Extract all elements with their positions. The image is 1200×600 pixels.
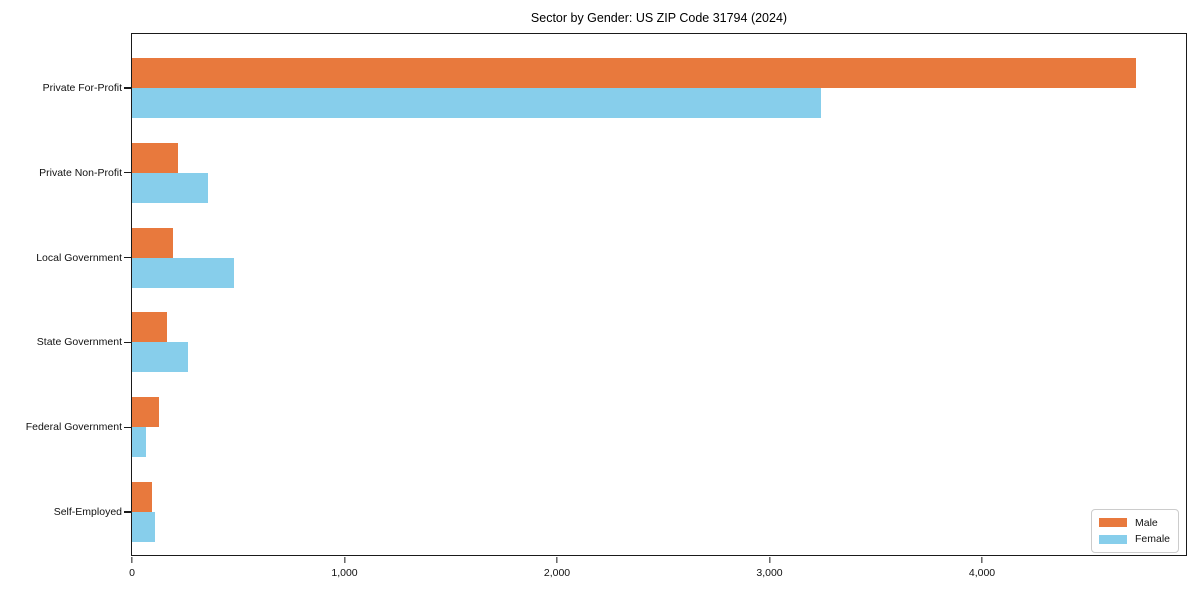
y-tick-label: Private Non-Profit — [39, 166, 122, 179]
x-tick — [768, 556, 771, 563]
y-tick — [124, 511, 131, 513]
bar-female-4 — [132, 427, 146, 458]
bar-female-3 — [132, 342, 189, 373]
bar-male-2 — [132, 227, 174, 258]
x-tick — [556, 556, 558, 563]
x-tick — [131, 556, 133, 563]
bar-female-2 — [132, 257, 234, 288]
y-tick — [124, 426, 131, 428]
y-tick — [124, 172, 131, 174]
y-tick-label: Self-Employed — [53, 506, 122, 518]
bar-female-1 — [132, 172, 209, 203]
legend-label: Female — [1135, 533, 1171, 546]
bar-female-0 — [132, 88, 821, 118]
legend-item-female: Female — [1099, 533, 1171, 545]
y-tick-label: Federal Government — [25, 421, 122, 434]
y-tick — [124, 87, 131, 89]
y-tick — [124, 341, 131, 344]
x-tick — [343, 556, 346, 563]
bar-male-5 — [132, 482, 153, 512]
x-tick-label: 1,000 — [331, 567, 358, 579]
legend-swatch-male — [1099, 518, 1127, 528]
y-tick-label: Private For-Profit — [42, 82, 122, 94]
y-tick-label: Local Government — [36, 251, 122, 264]
x-tick — [981, 556, 983, 563]
bar-male-0 — [132, 58, 1137, 88]
bar-male-3 — [132, 312, 168, 343]
legend-item-male: Male — [1099, 517, 1171, 529]
bar-male-1 — [132, 142, 178, 173]
plot-area: Private For-Profit Private Non-Profit Loca… — [26, 33, 1187, 579]
x-tick-label: 0 — [129, 567, 135, 579]
bar-male-4 — [132, 397, 159, 428]
bar-female-5 — [132, 512, 156, 542]
x-tick-label: 2,000 — [543, 567, 571, 579]
legend-label: Male — [1135, 516, 1158, 529]
chart-title: Sector by Gender: US ZIP Code 31794 (202… — [530, 11, 788, 25]
x-tick-label: 3,000 — [756, 567, 783, 579]
x-tick-label: 4,000 — [968, 567, 996, 579]
y-tick — [124, 256, 131, 259]
legend-swatch-female — [1099, 534, 1127, 544]
y-tick-label: State Government — [36, 336, 122, 349]
legend: Male Female — [1091, 509, 1179, 553]
